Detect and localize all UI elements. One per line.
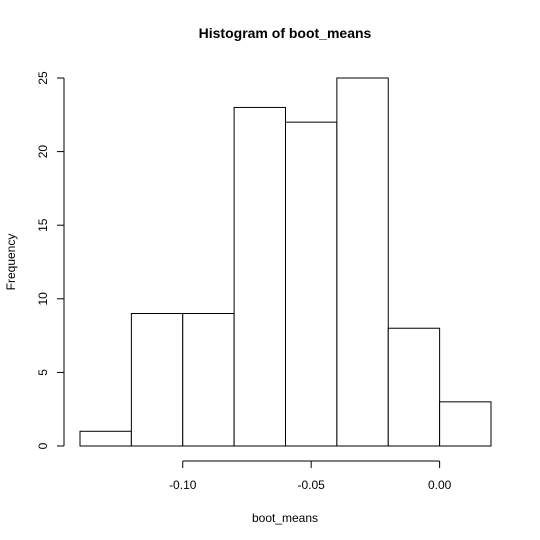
histogram-bar-8 — [439, 401, 492, 447]
x-tick-label-1: -0.10 — [169, 478, 197, 492]
y-axis: 0 5 10 15 20 25 — [36, 71, 65, 449]
x-tick-label-3: 0.00 — [428, 478, 452, 492]
y-tick-label-2: 5 — [36, 369, 50, 376]
x-tick-label-2: -0.05 — [298, 478, 326, 492]
histogram-bar-5 — [285, 121, 338, 447]
chart-title: Histogram of boot_means — [199, 25, 372, 41]
x-axis-label: boot_means — [252, 511, 318, 525]
histogram-bar-3 — [182, 313, 235, 447]
y-tick-label-5: 20 — [36, 145, 50, 159]
y-tick-label-1: 0 — [36, 442, 50, 449]
y-tick-label-4: 15 — [36, 218, 50, 232]
y-tick-label-3: 10 — [36, 292, 50, 306]
y-axis-label: Frequency — [4, 234, 18, 291]
x-axis: -0.10 -0.05 0.00 — [169, 460, 452, 492]
histogram-bar-7 — [387, 327, 441, 447]
bars-group — [79, 77, 492, 447]
histogram-bar-2 — [130, 313, 184, 447]
histogram-bar-1 — [79, 430, 132, 447]
histogram-bar-4 — [233, 106, 286, 447]
y-tick-label-6: 25 — [36, 71, 50, 85]
histogram-bar-6 — [336, 77, 389, 447]
